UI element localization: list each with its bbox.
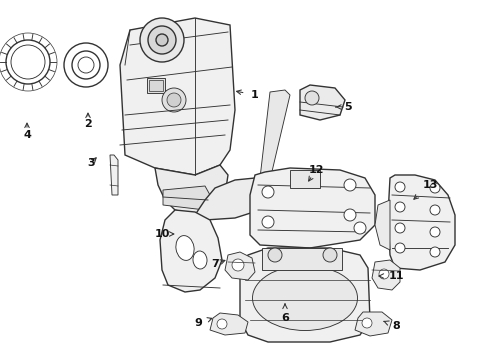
Polygon shape xyxy=(163,186,209,210)
Text: 9: 9 xyxy=(194,318,211,328)
Text: 2: 2 xyxy=(84,113,92,129)
Bar xyxy=(149,80,163,91)
Circle shape xyxy=(394,223,404,233)
Circle shape xyxy=(323,248,336,262)
Polygon shape xyxy=(224,252,254,280)
Circle shape xyxy=(429,227,439,237)
Polygon shape xyxy=(249,168,374,248)
Text: 1: 1 xyxy=(236,90,258,100)
Text: 10: 10 xyxy=(154,229,173,239)
Circle shape xyxy=(361,318,371,328)
Polygon shape xyxy=(155,165,227,215)
Ellipse shape xyxy=(176,235,194,260)
Polygon shape xyxy=(387,175,454,270)
Text: 5: 5 xyxy=(335,102,351,112)
Circle shape xyxy=(394,202,404,212)
Circle shape xyxy=(343,209,355,221)
Polygon shape xyxy=(240,248,369,342)
Bar xyxy=(262,248,341,270)
Circle shape xyxy=(148,26,176,54)
Circle shape xyxy=(429,183,439,193)
Polygon shape xyxy=(354,312,391,336)
Text: 8: 8 xyxy=(383,321,399,331)
Text: 11: 11 xyxy=(378,271,403,281)
Circle shape xyxy=(394,243,404,253)
Circle shape xyxy=(140,18,183,62)
Circle shape xyxy=(429,247,439,257)
Bar xyxy=(147,78,164,93)
Bar xyxy=(289,170,319,188)
Text: 13: 13 xyxy=(413,180,437,199)
Polygon shape xyxy=(260,90,289,180)
Circle shape xyxy=(267,248,282,262)
Circle shape xyxy=(217,319,226,329)
Circle shape xyxy=(343,179,355,191)
Circle shape xyxy=(156,34,168,46)
Polygon shape xyxy=(371,260,399,290)
Text: 12: 12 xyxy=(307,165,323,181)
Ellipse shape xyxy=(193,251,206,269)
Text: 4: 4 xyxy=(23,123,31,140)
Circle shape xyxy=(167,93,181,107)
Text: 3: 3 xyxy=(87,158,96,168)
Circle shape xyxy=(262,216,273,228)
Circle shape xyxy=(353,222,365,234)
Circle shape xyxy=(429,205,439,215)
Circle shape xyxy=(231,259,244,271)
Circle shape xyxy=(262,186,273,198)
Polygon shape xyxy=(299,85,345,120)
Polygon shape xyxy=(110,155,118,195)
Polygon shape xyxy=(195,178,274,220)
Circle shape xyxy=(305,91,318,105)
Ellipse shape xyxy=(252,265,357,330)
Circle shape xyxy=(394,182,404,192)
Circle shape xyxy=(378,269,388,279)
Text: 7: 7 xyxy=(211,259,224,269)
Polygon shape xyxy=(374,200,389,250)
Polygon shape xyxy=(120,18,235,175)
Polygon shape xyxy=(160,210,222,292)
Polygon shape xyxy=(209,313,247,335)
Circle shape xyxy=(162,88,185,112)
Text: 6: 6 xyxy=(281,304,288,323)
